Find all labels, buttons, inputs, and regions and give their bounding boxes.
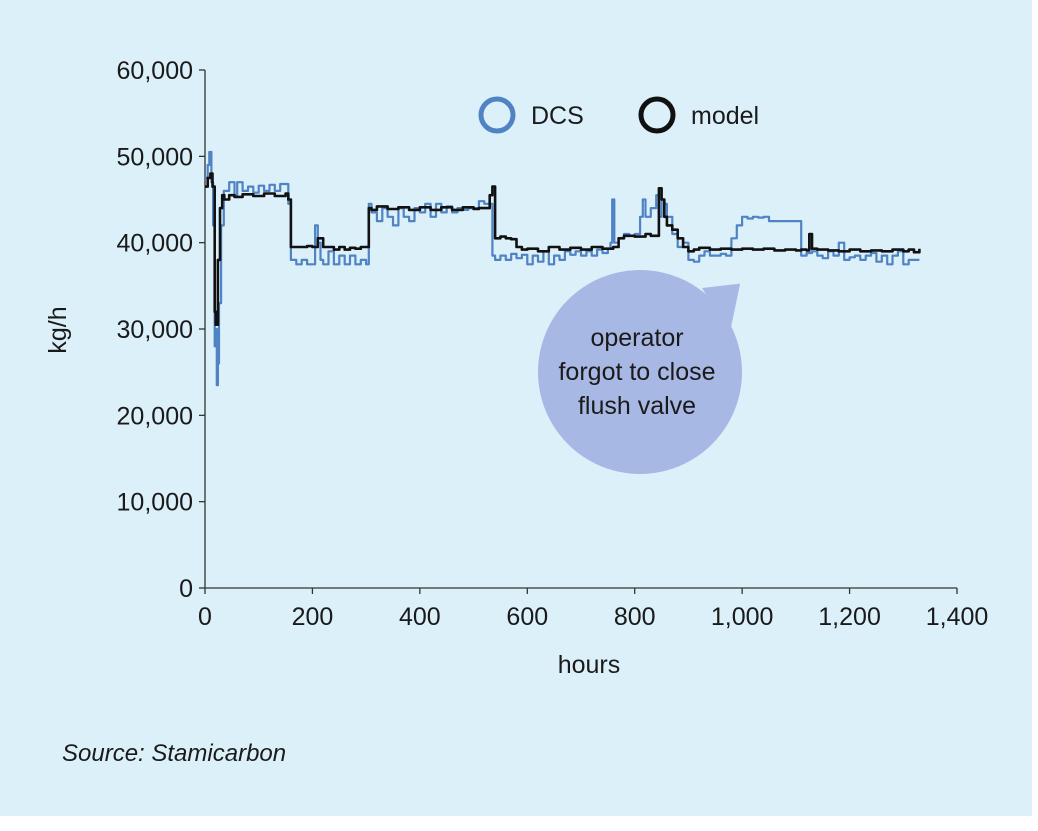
y-axis-title: kg/h	[44, 306, 72, 353]
line-chart: operator forgot to close flush valve 0 10,0…	[44, 57, 989, 679]
y-tick-label: 10,000	[117, 489, 193, 517]
callout-bubble	[538, 270, 742, 474]
callout-pointer	[702, 283, 741, 332]
x-axis-title: hours	[558, 651, 621, 679]
annotation-callout: operator forgot to close flush valve	[538, 270, 742, 474]
callout-text-line: forgot to close	[558, 358, 715, 386]
series-line-model	[205, 172, 921, 326]
legend: DCS model	[478, 96, 759, 134]
x-tick-label: 1,400	[926, 603, 989, 631]
y-tick-label: 30,000	[117, 316, 193, 344]
x-tick-label: 400	[399, 603, 441, 631]
y-tick-label: 0	[179, 575, 193, 603]
chart-figure: operator forgot to close flush valve 0 10,0…	[0, 0, 1032, 816]
legend-label-model: model	[691, 102, 759, 130]
x-tick-label: 0	[198, 603, 212, 631]
legend-marker-model	[638, 96, 676, 134]
x-tick-label: 1,000	[711, 603, 774, 631]
y-tick-label: 60,000	[117, 57, 193, 85]
callout-text-line: flush valve	[578, 392, 696, 420]
plot-area	[205, 150, 921, 387]
x-tick-label: 600	[506, 603, 548, 631]
y-tick-label: 50,000	[117, 143, 193, 171]
source-note: Source: Stamicarbon	[62, 740, 287, 767]
callout-text: operator forgot to close flush valve	[558, 324, 715, 420]
y-tick-label: 20,000	[117, 402, 193, 430]
x-tick-label: 200	[292, 603, 334, 631]
axes: 0 10,000 20,000 30,000 40,000 50,000 60,000 0 20…	[117, 57, 989, 631]
legend-marker-dcs	[478, 96, 516, 134]
x-tick-label: 1,200	[818, 603, 881, 631]
legend-label-dcs: DCS	[531, 102, 584, 130]
y-tick-label: 40,000	[117, 230, 193, 258]
x-tick-label: 800	[614, 603, 656, 631]
callout-text-line: operator	[590, 324, 683, 352]
